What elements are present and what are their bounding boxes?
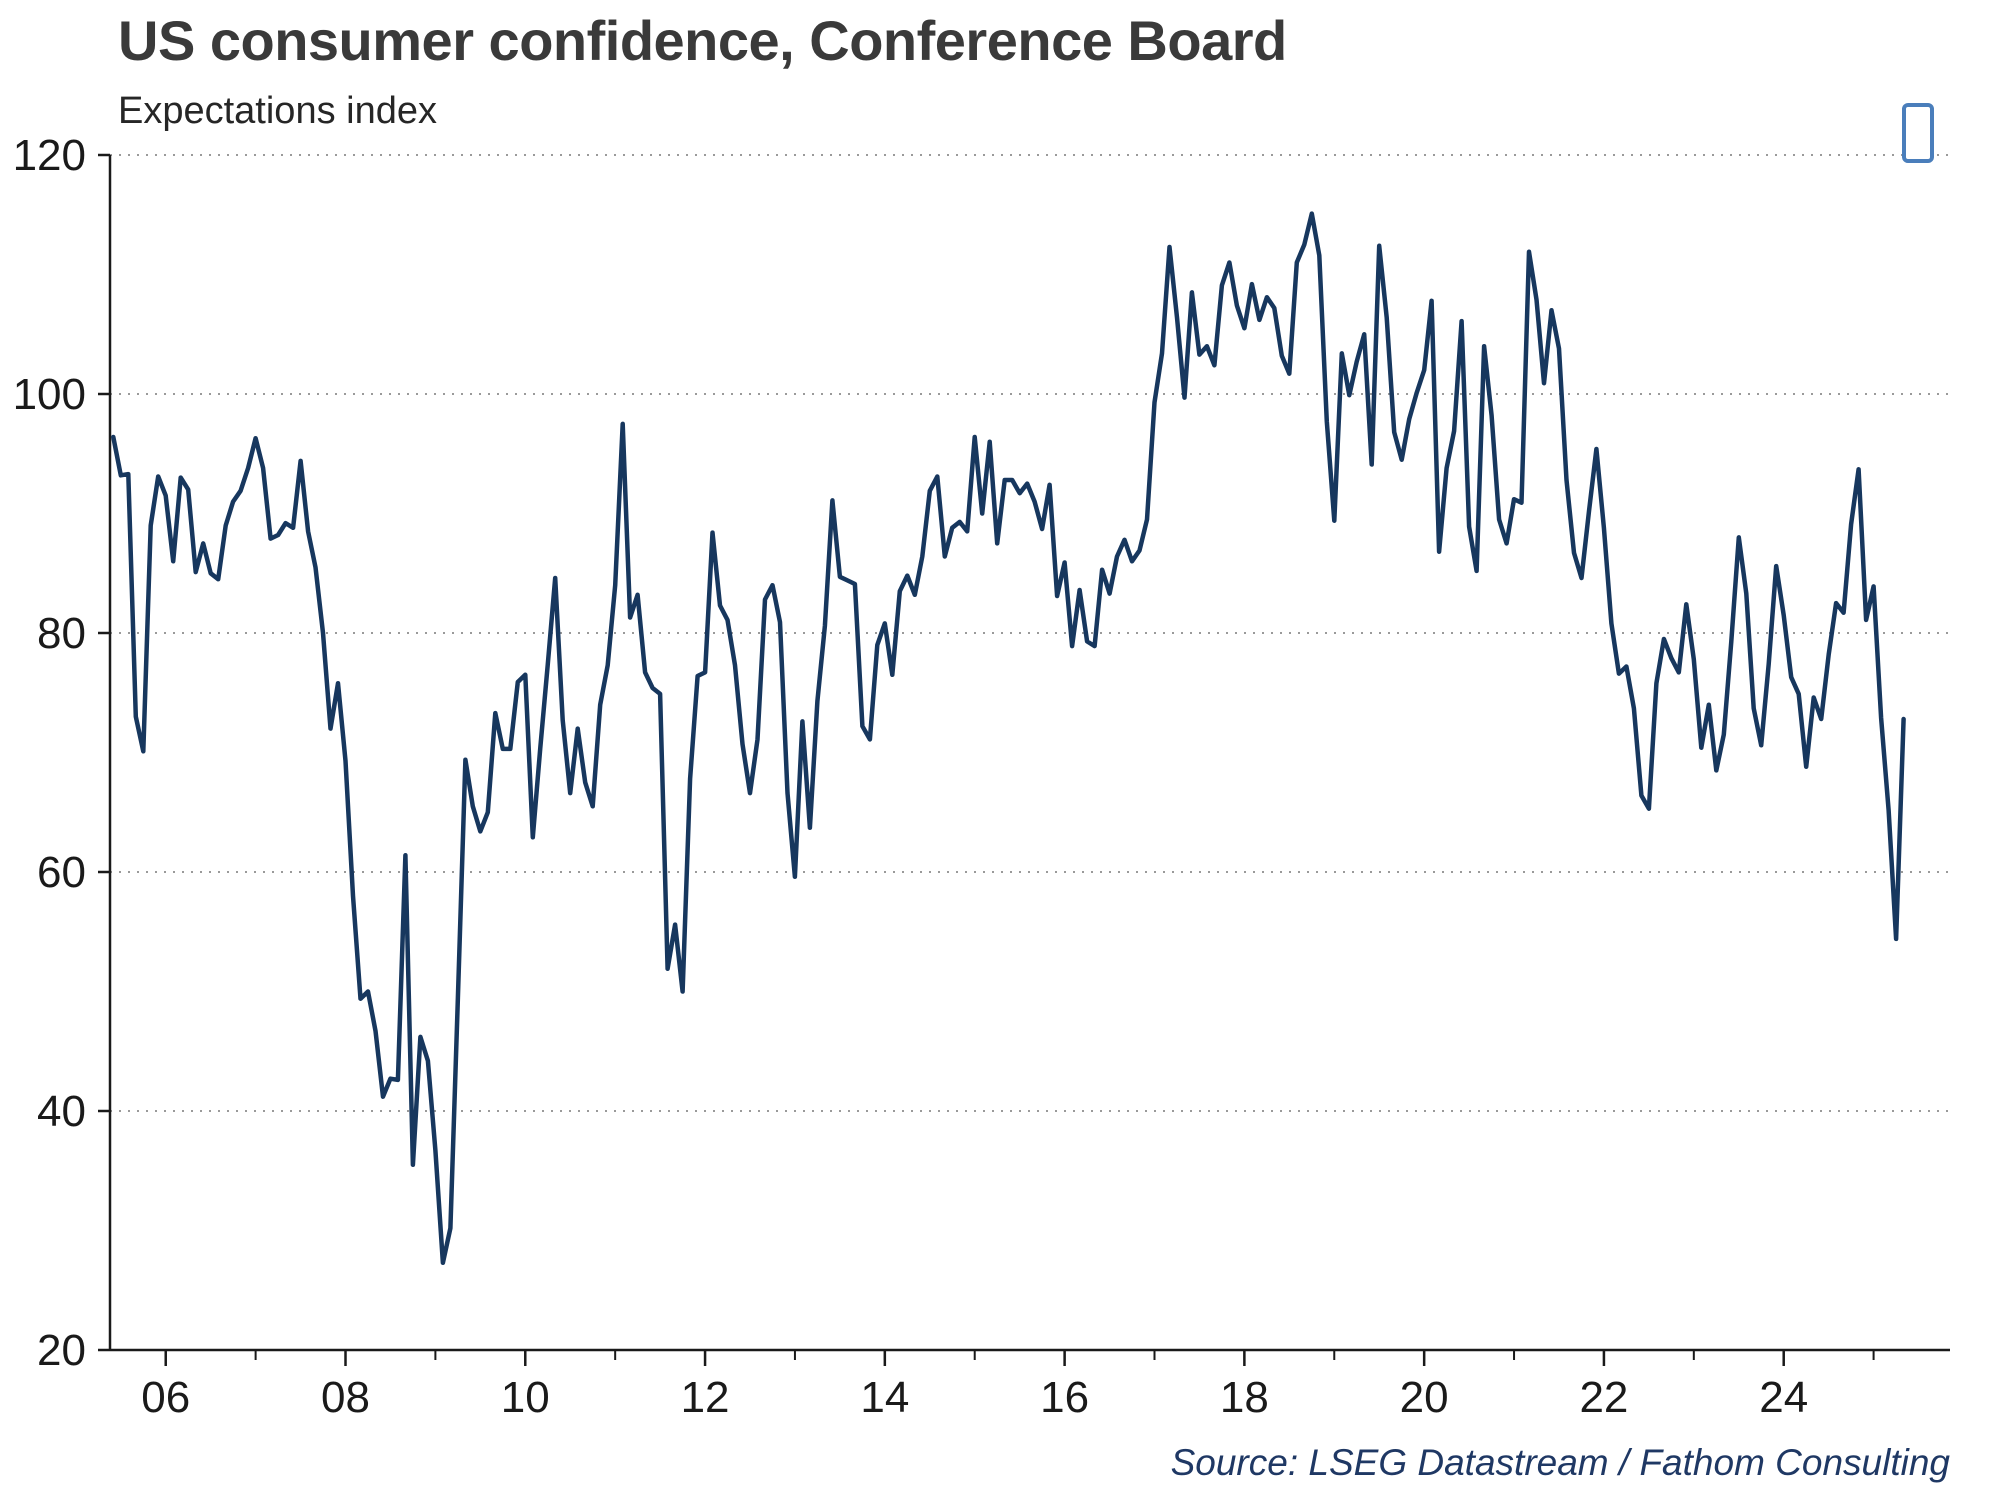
x-tick-label: 22 bbox=[1579, 1373, 1628, 1422]
x-tick-label: 12 bbox=[681, 1373, 730, 1422]
x-tick-label: 20 bbox=[1400, 1373, 1449, 1422]
source-credit: Source: LSEG Datastream / Fathom Consult… bbox=[1170, 1442, 1950, 1483]
x-tick-label: 06 bbox=[141, 1373, 190, 1422]
chart-subtitle: Expectations index bbox=[118, 90, 437, 132]
series-line-expectations-index bbox=[111, 211, 1906, 1266]
y-tick-label: 120 bbox=[13, 131, 86, 180]
y-tick-label: 80 bbox=[37, 609, 86, 658]
x-tick-label: 08 bbox=[321, 1373, 370, 1422]
x-tick-label: 18 bbox=[1220, 1373, 1269, 1422]
y-tick-label: 40 bbox=[37, 1087, 86, 1136]
chart-title: US consumer confidence, Conference Board bbox=[118, 9, 1287, 72]
logo-icon bbox=[1902, 103, 1934, 163]
x-tick-label: 10 bbox=[501, 1373, 550, 1422]
x-tick-label: 16 bbox=[1040, 1373, 1089, 1422]
y-tick-label: 100 bbox=[13, 370, 86, 419]
y-tick-label: 20 bbox=[37, 1326, 86, 1375]
x-tick-label: 24 bbox=[1759, 1373, 1808, 1422]
x-tick-label: 14 bbox=[860, 1373, 909, 1422]
y-tick-label: 60 bbox=[37, 848, 86, 897]
